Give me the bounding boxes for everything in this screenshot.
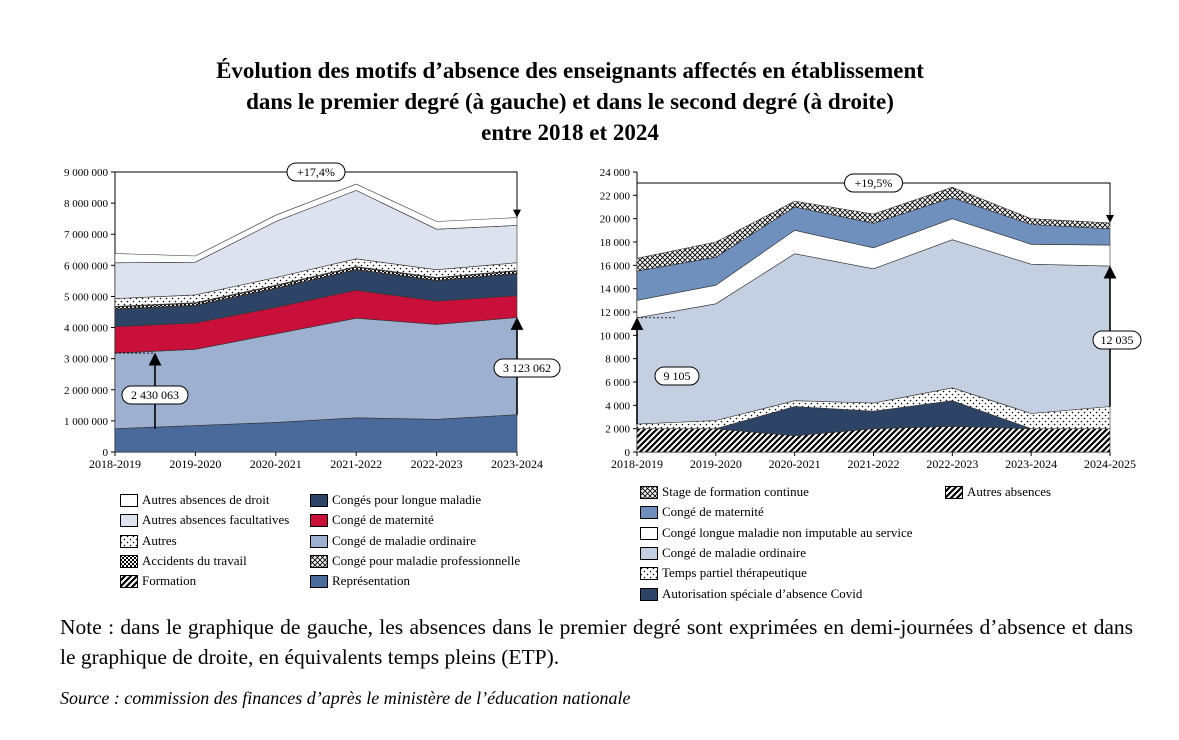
title-line-2: dans le premier degré (à gauche) et dans… — [246, 89, 894, 114]
y-tick-label: 22 000 — [600, 190, 631, 202]
x-tick-label: 2024-2025 — [1084, 457, 1136, 471]
legend-label: Congé de maternité — [662, 504, 764, 520]
x-tick-label: 2019-2020 — [169, 457, 221, 471]
area-stage-de-formation-continue — [636, 186, 1111, 272]
y-tick-label: 8 000 000 — [64, 198, 109, 210]
legend-label: Congé de maternité — [332, 512, 434, 528]
x-tick-label: 2022-2023 — [926, 457, 978, 471]
y-tick-label: 12 000 — [600, 307, 631, 319]
y-tick-label: 10 000 — [600, 330, 631, 342]
value-badge — [654, 366, 700, 386]
x-tick-label: 2018-2019 — [611, 457, 663, 471]
area-autres-absences-de-droit — [114, 183, 518, 264]
legend-swatch — [120, 575, 138, 589]
y-tick-label: 1 000 000 — [64, 416, 109, 428]
legend-swatch — [640, 567, 658, 581]
legend-swatch — [120, 514, 138, 528]
y-tick-label: 4 000 — [605, 400, 630, 412]
value-badge — [121, 385, 189, 405]
legend-swatch — [310, 534, 328, 548]
y-tick-label: 24 000 — [600, 167, 631, 179]
y-tick-label: 9 000 000 — [64, 167, 109, 179]
legend-label: Stage de formation continue — [662, 484, 809, 499]
legend-swatch — [120, 494, 138, 507]
x-tick-label: 2020-2021 — [769, 457, 821, 471]
y-tick-label: 16 000 — [600, 260, 631, 272]
x-tick-label: 2021-2022 — [330, 457, 382, 471]
legend-label: Autres absences de droit — [142, 492, 270, 507]
y-tick-label: 0 — [625, 447, 631, 459]
x-tick-label: 2018-2019 — [89, 457, 141, 471]
legend-swatch — [310, 514, 328, 528]
charts-canvas: 0 1 000 000 2 000 000 3 000 000 4 000 000 5 0… — [64, 162, 1142, 471]
y-tick-label: 7 000 000 — [64, 229, 109, 241]
growth-label: +19,5% — [855, 176, 893, 190]
source-text: Source : commission des finances d’après… — [60, 688, 631, 708]
area-autres-absences — [636, 425, 1111, 453]
legend-label: Congé longue maladie non imputable au se… — [662, 524, 913, 540]
y-tick-label: 2 000 — [605, 424, 630, 436]
value-label: 12 035 — [1101, 333, 1134, 347]
legend-swatch — [310, 494, 328, 507]
legend-label: Formation — [142, 573, 197, 589]
y-tick-label: 2 000 000 — [64, 385, 109, 397]
legend-label: Congé pour maladie professionnelle — [332, 552, 521, 568]
x-tick-label: 2022-2023 — [411, 457, 463, 471]
y-tick-label: 4 000 000 — [64, 323, 109, 335]
legend-swatch — [120, 534, 138, 548]
title-line-3: entre 2018 et 2024 — [481, 120, 659, 145]
value-label: 9 105 — [664, 369, 691, 383]
y-tick-label: 8 000 — [605, 354, 630, 366]
value-label: 3 123 062 — [503, 361, 551, 375]
legend-swatch — [640, 506, 658, 520]
right-chart-secondary-degree: 0 2 000 4 000 6 000 8 000 10 000 12 000 14 000 1… — [600, 167, 1142, 471]
x-tick-label: 2021-2022 — [848, 457, 900, 471]
left-chart-primary-degree: 0 1 000 000 2 000 000 3 000 000 4 000 000 5 0… — [64, 162, 561, 471]
y-tick-label: 18 000 — [600, 237, 631, 249]
legend-swatch — [310, 575, 328, 589]
x-tick-label: 2023-2024 — [1005, 457, 1057, 471]
y-tick-label: 20 000 — [600, 214, 631, 226]
value-badge — [1092, 330, 1142, 350]
legend-label: Accidents du travail — [142, 552, 247, 568]
y-tick-label: 6 000 — [605, 377, 630, 389]
title-line-1: Évolution des motifs d’absence des ensei… — [216, 58, 924, 83]
x-tick-label: 2019-2020 — [690, 457, 742, 471]
legend-swatch — [310, 554, 328, 568]
legend-swatch — [120, 554, 138, 568]
growth-badge — [286, 162, 346, 182]
legend-swatch — [640, 526, 658, 540]
legend-label: Représentation — [332, 573, 410, 589]
chart-title: Évolution des motifs d’absence des ensei… — [0, 55, 1140, 148]
legend-label: Autres absences facultatives — [142, 512, 290, 528]
x-tick-label: 2020-2021 — [250, 457, 302, 471]
legend-label: Temps partiel thérapeutique — [662, 565, 807, 581]
legend-label: Congés pour longue maladie — [332, 492, 482, 507]
legend-swatch — [945, 486, 963, 499]
y-tick-label: 3 000 000 — [64, 354, 109, 366]
growth-badge — [844, 173, 903, 193]
value-label: 2 430 063 — [131, 388, 179, 402]
note-text: Note : dans le graphique de gauche, les … — [60, 615, 1133, 669]
legend-label: Congé de maladie ordinaire — [332, 532, 477, 548]
legend-swatch — [640, 486, 658, 499]
growth-label: +17,4% — [297, 165, 335, 179]
legend-swatch — [640, 587, 658, 601]
x-tick-label: 2023-2024 — [491, 457, 543, 471]
y-tick-label: 6 000 000 — [64, 260, 109, 272]
legend-label: Autres — [142, 532, 177, 548]
legend-label: Congé de maladie ordinaire — [662, 544, 807, 560]
y-tick-label: 0 — [103, 447, 109, 459]
value-badge — [493, 358, 561, 378]
y-tick-label: 5 000 000 — [64, 291, 109, 303]
legend-label: Autres absences — [967, 484, 1052, 499]
legend-swatch — [640, 546, 658, 560]
y-tick-label: 14 000 — [600, 284, 631, 296]
legend-label: Autorisation spéciale d’absence Covid — [662, 585, 863, 601]
